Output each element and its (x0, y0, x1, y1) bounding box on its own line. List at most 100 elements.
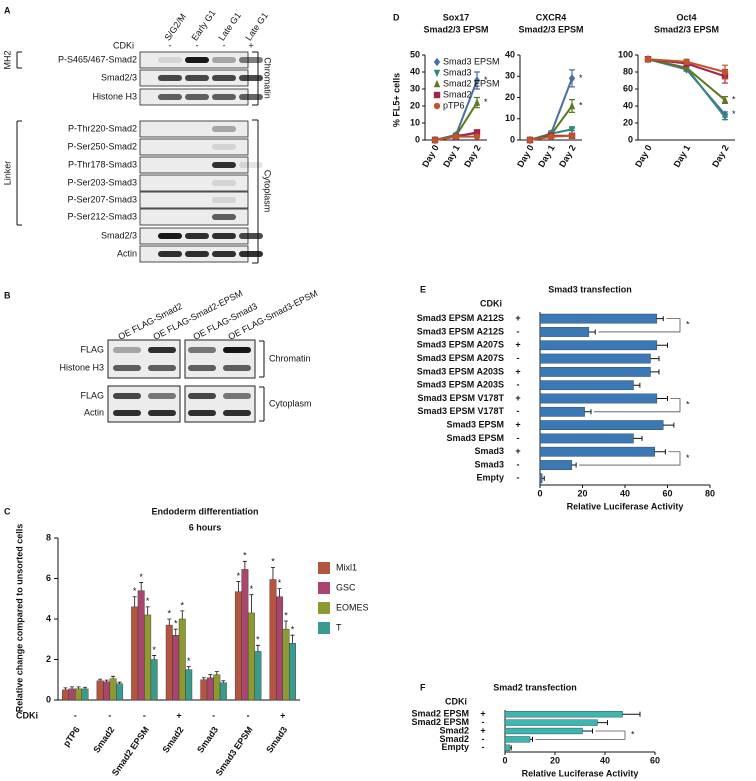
y-tick-label: 80 (623, 66, 633, 76)
significance-star: * (732, 109, 736, 119)
error-bar (221, 680, 226, 683)
error-bar (152, 655, 157, 660)
legend-swatch (318, 582, 330, 594)
blot-box (107, 339, 181, 379)
y-tick-label: 30 (410, 83, 420, 93)
error-bar (597, 720, 608, 726)
error-bar (132, 596, 137, 607)
blot-band (212, 144, 236, 150)
point (568, 126, 576, 134)
blot-band (188, 393, 216, 399)
point (683, 63, 690, 71)
cdki-sign: - (108, 710, 111, 720)
cdki-label: CDKi (445, 696, 467, 706)
cdki-sign: - (517, 406, 520, 416)
cdki-sign: - (482, 734, 485, 744)
bracket-label: Linker (2, 161, 12, 186)
cdki-sign: + (515, 446, 520, 456)
legend-label: EOMES (336, 602, 369, 612)
bar (185, 669, 193, 701)
error-bar (242, 560, 247, 570)
y-tick-label: 100 (618, 49, 633, 59)
x-tick-label: Smad2 (91, 725, 116, 755)
error-bar (654, 449, 666, 455)
comparison-bracket (535, 730, 626, 740)
x-axis-label: Relative Luciferase Activity (567, 501, 684, 511)
x-tick-label: Day 2 (462, 143, 483, 169)
y-tick-label: Smad3 EPSM A207S (417, 340, 504, 350)
bar (165, 624, 173, 701)
y-tick-label: Smad3 EPSM A207S (417, 353, 504, 363)
significance-star: * (187, 656, 191, 666)
blot-row-label: Smad2/3 (101, 72, 137, 82)
x-tick-label: 60 (650, 755, 660, 765)
y-tick-label: 10 (410, 117, 420, 127)
bar (539, 367, 651, 377)
y-tick-label: 2 (46, 654, 51, 664)
blot-band (188, 410, 216, 416)
y-tick-label: 0 (510, 134, 515, 144)
bar (109, 678, 117, 701)
bar (539, 420, 664, 430)
cdki-sign: + (280, 710, 285, 720)
point (433, 57, 441, 67)
blot-band (239, 162, 263, 168)
comparison-bracket (579, 451, 681, 466)
y-tick-label: 0 (628, 134, 633, 144)
bar (137, 590, 145, 701)
error-bar (633, 435, 643, 441)
y-tick-label: Empty (476, 473, 504, 483)
error-bar (530, 736, 533, 742)
bracket-label: Chromatin (269, 353, 311, 363)
cdki-sign: - (143, 710, 146, 720)
chart-subtitle: Smad2/3 EPSM (654, 24, 719, 34)
lane-header: S/G2/M (162, 12, 188, 43)
y-axis-label: % FL5+ cells (391, 73, 401, 127)
x-tick-label: Day 0 (633, 143, 654, 169)
bar (178, 618, 186, 701)
point (568, 74, 576, 83)
significance-star: * (237, 571, 241, 581)
error-bar (173, 628, 178, 636)
x-tick-label: 60 (662, 488, 672, 498)
x-tick-label: 80 (705, 488, 715, 498)
blot-band (212, 197, 236, 203)
x-tick-label: Day 0 (515, 143, 536, 169)
blot-row-label: P-Ser207-Smad3 (67, 194, 137, 204)
y-tick-label: Smad2 (439, 725, 469, 735)
error-bar (117, 681, 122, 684)
lane-header: Late G1 (243, 11, 270, 43)
error-bar (650, 356, 660, 362)
legend-swatch (318, 562, 330, 574)
error-bar (588, 329, 596, 335)
blot-band (113, 347, 141, 353)
bar (68, 688, 76, 701)
point (433, 91, 441, 99)
bar (504, 719, 598, 726)
cdki-sign: + (480, 725, 485, 735)
point (433, 69, 441, 78)
bar (172, 635, 180, 701)
y-tick-label: 20 (623, 117, 633, 127)
cdki-label: CDKi (113, 40, 134, 50)
x-tick-label: pTP6 (61, 725, 82, 749)
error-bar (83, 686, 88, 689)
blot-band (223, 347, 251, 353)
chart-title: Endoderm differentiation (151, 506, 258, 516)
blot-band (223, 365, 251, 371)
x-tick-label: 40 (620, 488, 630, 498)
y-tick-label: Smad3 EPSM A212S (417, 326, 504, 336)
bar (116, 683, 124, 701)
blot-band (188, 347, 216, 353)
y-tick-label: Smad2 (439, 734, 469, 744)
bar (539, 393, 658, 404)
blot-row-label: P-Ser212-Smad3 (67, 211, 137, 221)
bar (96, 680, 104, 701)
bar (219, 682, 227, 701)
bar (539, 340, 658, 351)
x-tick-label: 0 (537, 488, 542, 498)
y-tick-label: 8 (46, 532, 51, 542)
error-bar (201, 677, 206, 680)
significance-star: * (271, 557, 275, 567)
bar (539, 446, 655, 457)
